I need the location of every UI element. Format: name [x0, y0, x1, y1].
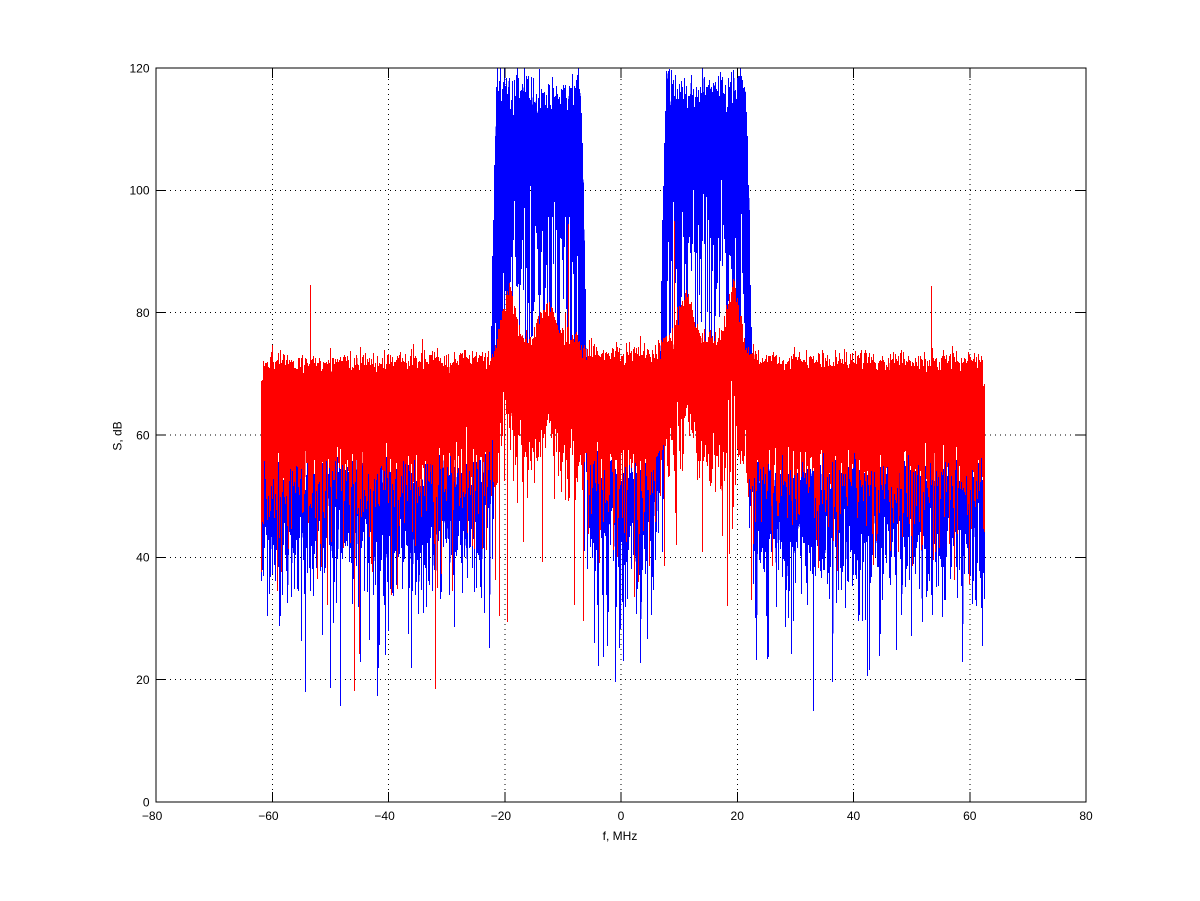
svg-text:−20: −20 [491, 809, 512, 823]
svg-text:S, dB: S, dB [111, 421, 125, 450]
svg-text:100: 100 [129, 184, 149, 198]
svg-text:120: 120 [129, 61, 149, 75]
svg-text:40: 40 [136, 551, 150, 565]
svg-text:60: 60 [136, 428, 150, 442]
svg-text:0: 0 [143, 795, 150, 809]
svg-text:0: 0 [618, 809, 625, 823]
svg-text:40: 40 [847, 809, 861, 823]
svg-text:60: 60 [963, 809, 977, 823]
svg-text:−60: −60 [258, 809, 279, 823]
svg-text:−40: −40 [374, 809, 395, 823]
svg-text:80: 80 [136, 306, 150, 320]
svg-text:−80: −80 [142, 809, 163, 823]
svg-text:20: 20 [731, 809, 745, 823]
svg-text:20: 20 [136, 673, 150, 687]
svg-text:80: 80 [1079, 809, 1093, 823]
svg-text:f, MHz: f, MHz [603, 829, 638, 843]
